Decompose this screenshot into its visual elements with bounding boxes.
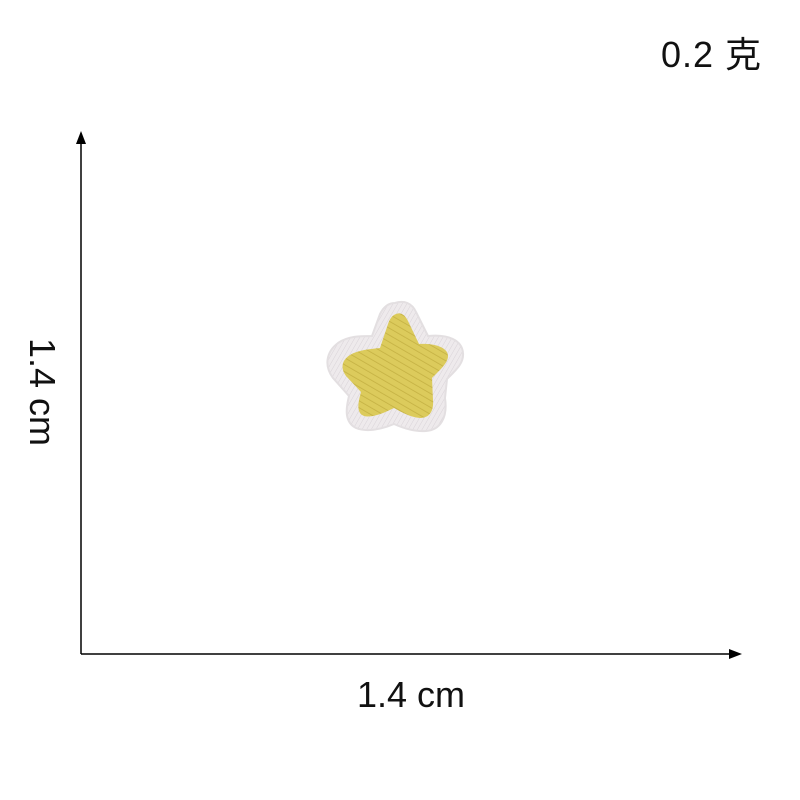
star-fill — [342, 313, 448, 418]
weight-label: 0.2 克 — [660, 34, 762, 75]
vertical-axis-arrowhead — [76, 131, 86, 144]
width-dimension-label: 1.4 cm — [356, 674, 466, 715]
horizontal-axis-arrowhead — [729, 649, 742, 659]
